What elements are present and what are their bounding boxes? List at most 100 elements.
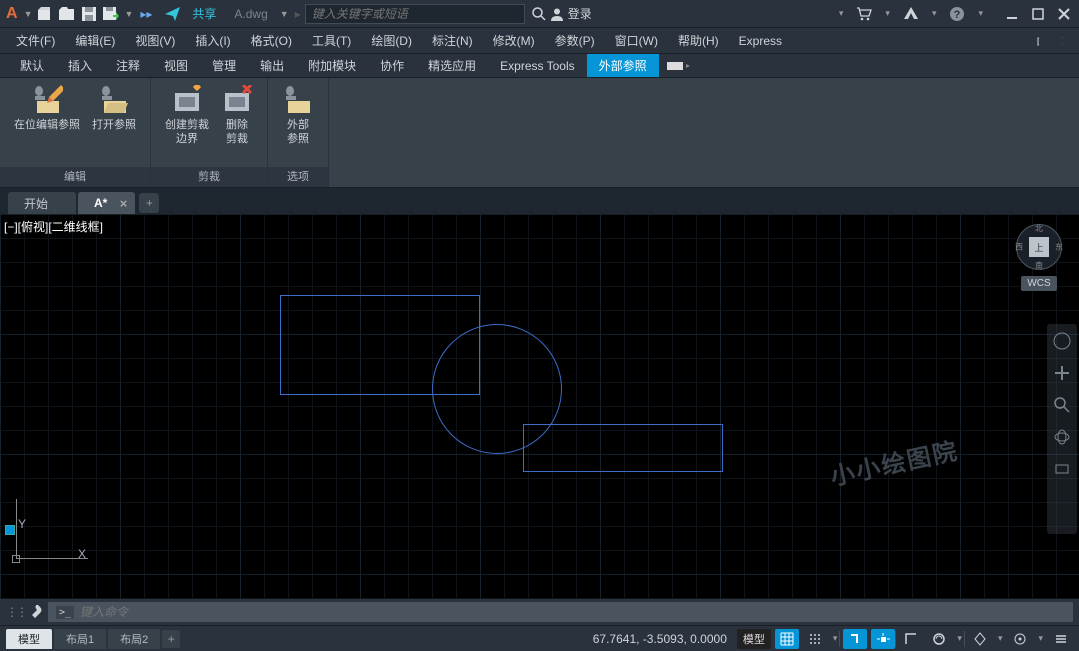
btn-xref[interactable]: 外部 参照 bbox=[276, 82, 320, 148]
doctabs: 开始 A* × + bbox=[0, 188, 1079, 214]
login-button[interactable]: 登录 bbox=[550, 5, 592, 22]
dropdown-icon[interactable]: ▾ bbox=[833, 633, 838, 644]
menu-help[interactable]: 帮助(H) bbox=[670, 32, 727, 49]
doc-minimize-button[interactable] bbox=[1005, 32, 1023, 50]
login-label: 登录 bbox=[568, 5, 592, 22]
menu-modify[interactable]: 修改(M) bbox=[485, 32, 543, 49]
menu-parametric[interactable]: 参数(P) bbox=[547, 32, 603, 49]
help-icon[interactable]: ? bbox=[947, 4, 967, 24]
statusbar: 模型 布局1 布局2 + 67.7641, -3.5093, 0.0000 模型… bbox=[0, 625, 1079, 651]
view-label[interactable]: [−][俯视][二维线框] bbox=[4, 218, 103, 235]
panel-options: 外部 参照 选项 bbox=[268, 78, 329, 187]
ribtab-view[interactable]: 视图 bbox=[152, 54, 200, 77]
share-plane-icon[interactable] bbox=[163, 4, 183, 24]
search-icon[interactable] bbox=[529, 4, 549, 24]
nav-pan-icon[interactable] bbox=[1051, 362, 1073, 384]
menu-view[interactable]: 视图(V) bbox=[127, 32, 183, 49]
doc-close-button[interactable] bbox=[1053, 32, 1071, 50]
doc-restore-button[interactable] bbox=[1029, 32, 1047, 50]
nav-fullnav-icon[interactable] bbox=[1051, 330, 1073, 352]
save-icon[interactable] bbox=[79, 4, 99, 24]
command-box[interactable]: >_ bbox=[48, 602, 1073, 622]
share-label[interactable]: 共享 bbox=[192, 5, 216, 22]
command-input[interactable] bbox=[80, 605, 1065, 619]
doctab-add[interactable]: + bbox=[139, 193, 159, 213]
new-icon[interactable] bbox=[35, 4, 55, 24]
dropdown-icon[interactable]: ▼ bbox=[280, 9, 289, 19]
close-icon[interactable]: × bbox=[120, 196, 128, 211]
workspace-icon[interactable] bbox=[1008, 629, 1032, 649]
tab-model[interactable]: 模型 bbox=[6, 629, 52, 649]
dropdown-icon[interactable]: ▾ bbox=[957, 633, 962, 644]
ribtab-manage[interactable]: 管理 bbox=[200, 54, 248, 77]
osnap-icon[interactable] bbox=[899, 629, 923, 649]
open-icon[interactable] bbox=[57, 4, 77, 24]
menu-draw[interactable]: 绘图(D) bbox=[363, 32, 420, 49]
ribtab-output[interactable]: 输出 bbox=[248, 54, 296, 77]
menu-file[interactable]: 文件(F) bbox=[8, 32, 63, 49]
ribtab-collab[interactable]: 协作 bbox=[368, 54, 416, 77]
dropdown-icon[interactable]: ▾ bbox=[885, 8, 890, 19]
menu-edit[interactable]: 编辑(E) bbox=[67, 32, 123, 49]
maximize-button[interactable] bbox=[1029, 5, 1047, 23]
ribtab-annotate[interactable]: 注释 bbox=[104, 54, 152, 77]
dropdown-icon[interactable]: ▾ bbox=[998, 633, 1003, 644]
tab-add[interactable]: + bbox=[162, 630, 180, 648]
shape-rect-2[interactable] bbox=[523, 424, 723, 472]
ribtab-default[interactable]: 默认 bbox=[8, 54, 56, 77]
customize-icon[interactable] bbox=[30, 605, 44, 619]
doctab-a[interactable]: A* × bbox=[78, 192, 135, 214]
btn-delclip[interactable]: 删除 剪裁 bbox=[215, 82, 259, 148]
snap-toggle-icon[interactable] bbox=[803, 629, 827, 649]
ribtab-express[interactable]: Express Tools bbox=[488, 54, 586, 77]
drawing-canvas[interactable]: [−][俯视][二维线框] YX 上 北 南 西 东 WCS 小小绘图院 bbox=[0, 214, 1079, 599]
viewcube[interactable]: 上 北 南 西 东 WCS bbox=[1009, 220, 1069, 305]
forward-icon[interactable]: ▸▸ bbox=[136, 4, 156, 24]
tab-layout1[interactable]: 布局1 bbox=[54, 629, 106, 649]
btn-openref[interactable]: 打开参照 bbox=[86, 82, 142, 134]
customize-icon[interactable] bbox=[1049, 629, 1073, 649]
ribtab-featured[interactable]: 精选应用 bbox=[416, 54, 488, 77]
doctab-start[interactable]: 开始 bbox=[8, 192, 76, 214]
ribtab-xref[interactable]: 外部参照 bbox=[587, 54, 659, 77]
dropdown-icon[interactable]: ▾ bbox=[839, 8, 844, 19]
minimize-button[interactable] bbox=[1003, 5, 1021, 23]
ribtab-extra-icon[interactable] bbox=[667, 54, 691, 77]
ribtab-addins[interactable]: 附加模块 bbox=[296, 54, 368, 77]
cart-icon[interactable] bbox=[854, 4, 874, 24]
dropdown-icon[interactable]: ▼ bbox=[24, 9, 33, 19]
ortho-icon[interactable] bbox=[843, 629, 867, 649]
dropdown-icon[interactable]: ▾ bbox=[932, 8, 937, 19]
menu-tools[interactable]: 工具(T) bbox=[304, 32, 359, 49]
dropdown-icon[interactable]: ▾ bbox=[1038, 633, 1043, 644]
grid-toggle-icon[interactable] bbox=[775, 629, 799, 649]
menu-insert[interactable]: 插入(I) bbox=[187, 32, 238, 49]
btn-newclip[interactable]: 创建剪裁 边界 bbox=[159, 82, 215, 148]
wcs-label[interactable]: WCS bbox=[1021, 276, 1056, 291]
btn-label: 打开参照 bbox=[92, 118, 136, 132]
menu-dimension[interactable]: 标注(N) bbox=[424, 32, 481, 49]
filename: A.dwg bbox=[234, 7, 267, 21]
tab-layout2[interactable]: 布局2 bbox=[108, 629, 160, 649]
saveas-icon[interactable] bbox=[101, 4, 121, 24]
search-input[interactable] bbox=[305, 4, 525, 24]
drag-handle-icon[interactable]: ⋮⋮ bbox=[6, 605, 26, 619]
menu-format[interactable]: 格式(O) bbox=[243, 32, 300, 49]
user-icon bbox=[550, 7, 564, 21]
dropdown-icon[interactable]: ▼ bbox=[124, 9, 133, 19]
autodesk-icon[interactable] bbox=[901, 4, 921, 24]
ribtab-insert[interactable]: 插入 bbox=[56, 54, 104, 77]
polar-icon[interactable] bbox=[871, 629, 895, 649]
nav-showmotion-icon[interactable] bbox=[1051, 458, 1073, 480]
annoscale-icon[interactable] bbox=[968, 629, 992, 649]
menu-express[interactable]: Express bbox=[731, 34, 790, 48]
btn-refedit[interactable]: 在位编辑参照 bbox=[8, 82, 86, 134]
space-badge[interactable]: 模型 bbox=[737, 629, 771, 649]
dropdown-icon[interactable]: ▾ bbox=[978, 8, 983, 19]
menu-window[interactable]: 窗口(W) bbox=[607, 32, 666, 49]
lineweight-icon[interactable] bbox=[927, 629, 951, 649]
nav-orbit-icon[interactable] bbox=[1051, 426, 1073, 448]
close-button[interactable] bbox=[1055, 5, 1073, 23]
viewcube-top[interactable]: 上 bbox=[1029, 237, 1049, 257]
nav-zoom-icon[interactable] bbox=[1051, 394, 1073, 416]
